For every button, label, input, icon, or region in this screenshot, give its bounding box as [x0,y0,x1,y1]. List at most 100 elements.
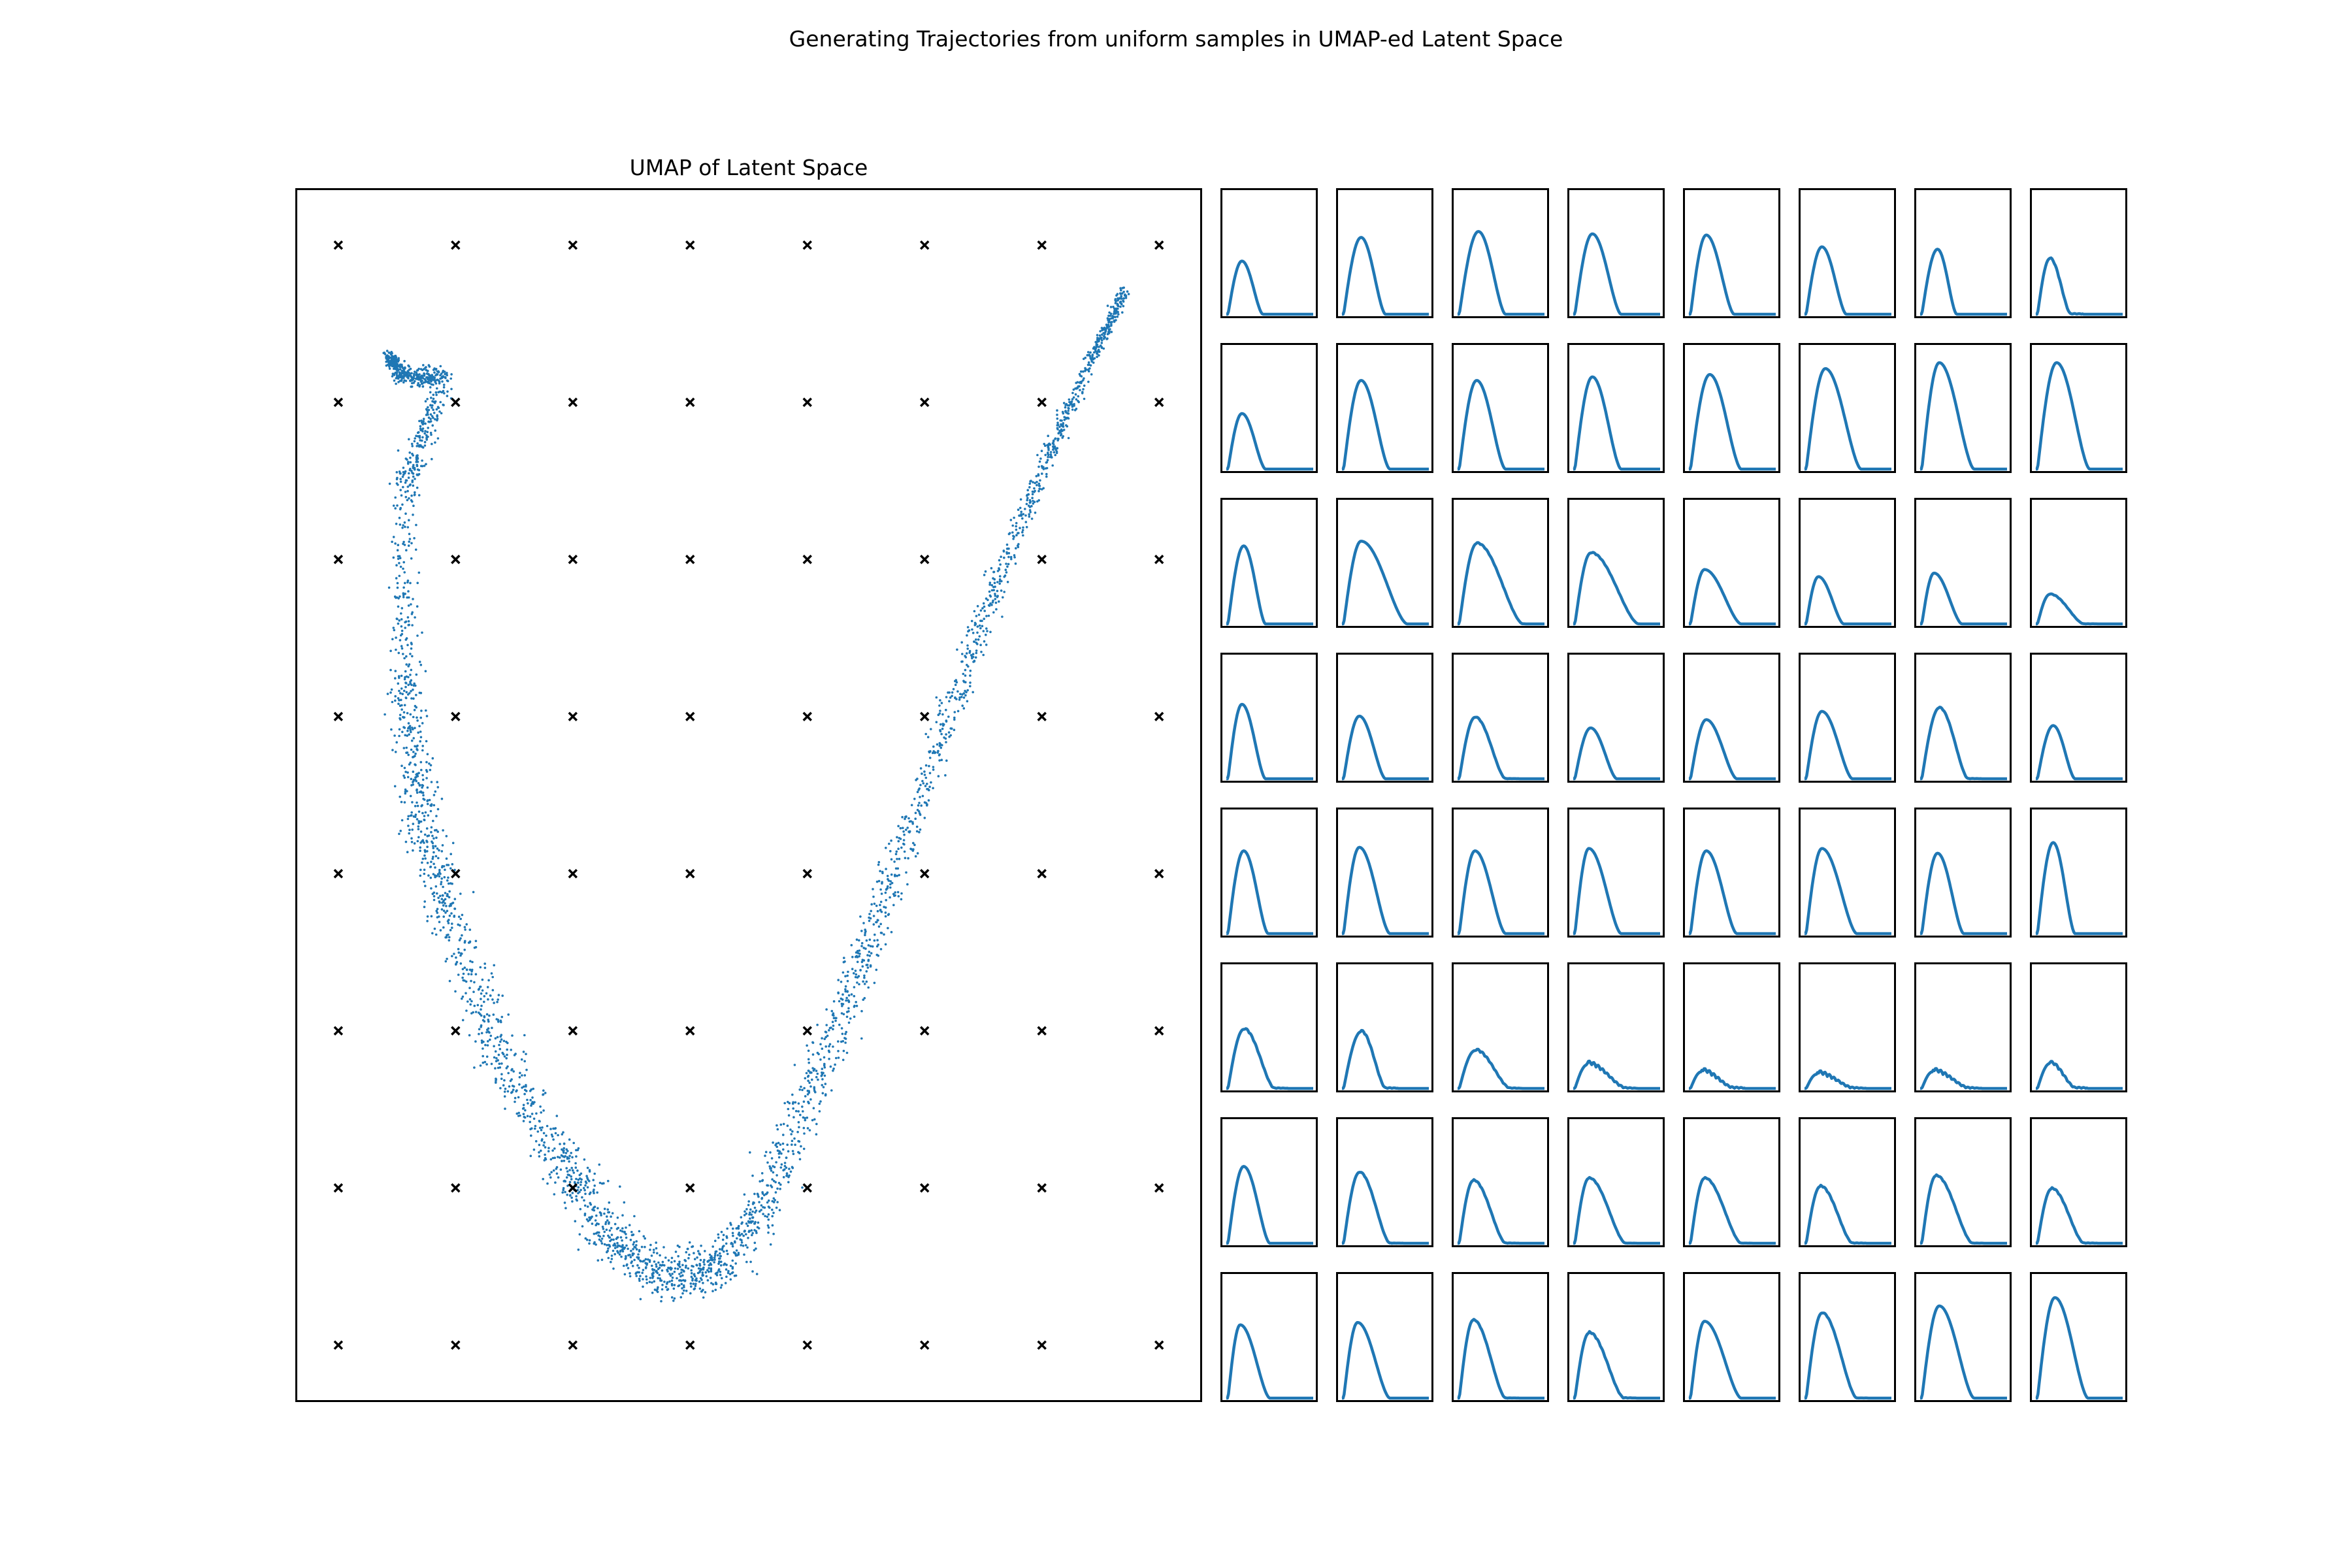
scatter-point [403,776,406,779]
scatter-point [902,830,905,833]
scatter-point [431,404,434,407]
scatter-point [387,359,390,362]
scatter-point [449,904,452,907]
scatter-point [956,690,959,693]
scatter-point [1102,328,1105,331]
scatter-point [847,994,851,997]
scatter-point [825,1024,828,1026]
scatter-point [737,1227,740,1230]
scatter-point [438,868,441,872]
trajectory-line [1457,1318,1545,1400]
scatter-point [461,1019,465,1022]
scatter-point [603,1207,606,1211]
scatter-point [427,874,430,877]
scatter-point [598,1238,601,1241]
scatter-point [915,830,919,833]
scatter-point [432,397,435,400]
scatter-point [436,378,439,382]
scatter-point [437,406,440,410]
scatter-point [1090,360,1093,363]
scatter-point [1017,543,1020,546]
scatter-point [430,379,433,382]
scatter-point [945,741,947,743]
scatter-point [930,781,932,784]
scatter-point [766,1161,769,1164]
scatter-point [938,704,941,707]
scatter-point [623,1231,626,1234]
scatter-point [402,594,405,596]
scatter-point [435,875,438,877]
scatter-point [1109,312,1113,316]
scatter-point [1062,412,1065,415]
scatter-point [428,382,431,385]
scatter-point [1007,563,1010,566]
scatter-point [890,881,894,885]
scatter-point [683,1259,686,1262]
scatter-point [409,380,412,382]
scatter-point [470,968,474,972]
scatter-point [985,615,988,617]
scatter-point [424,851,427,853]
scatter-point [500,1038,503,1041]
scatter-point [449,853,452,855]
scatter-point [568,1138,571,1141]
scatter-point [837,979,840,981]
scatter-point [604,1222,607,1226]
scatter-point [409,794,412,798]
scatter-point [825,1036,827,1039]
scatter-point [915,779,917,781]
scatter-point [801,1105,804,1108]
scatter-point [932,787,934,790]
scatter-point [1084,370,1086,372]
scatter-point [947,691,949,694]
scatter-point [973,660,976,663]
scatter-point [990,589,994,592]
scatter-point [480,1032,483,1035]
scatter-point [808,1090,810,1092]
scatter-point [529,1099,532,1102]
scatter-point [555,1172,559,1175]
scatter-point [408,725,412,728]
scatter-point [407,676,410,679]
scatter-point [607,1247,610,1250]
scatter-point [485,1013,489,1016]
scatter-point [440,372,443,375]
scatter-point [409,653,412,655]
scatter-point [424,811,427,814]
scatter-point [584,1237,587,1240]
scatter-point [608,1222,610,1225]
scatter-point [634,1272,637,1275]
scatter-point [394,371,397,374]
scatter-point [479,1064,482,1067]
scatter-point [399,795,401,798]
scatter-point [392,504,395,507]
scatter-point [779,1123,783,1126]
scatter-point [889,850,892,853]
scatter-point [491,998,494,1001]
scatter-point [1127,293,1130,295]
scatter-point [740,1233,743,1235]
scatter-point [394,367,397,370]
scatter-point [672,1287,676,1290]
scatter-point [987,598,989,602]
scatter-point [523,1060,526,1063]
grid-sample-marker [802,1026,812,1036]
scatter-point [1083,397,1086,400]
scatter-point [538,1151,540,1154]
scatter-point [670,1261,673,1264]
scatter-point [1117,307,1119,310]
scatter-point [402,586,405,589]
scatter-point [515,1112,519,1115]
scatter-point [422,422,425,425]
scatter-point [911,823,914,825]
scatter-point [1094,348,1097,351]
scatter-point [399,506,402,510]
scatter-point [1047,448,1050,451]
scatter-point [853,986,856,988]
grid-sample-marker [919,240,930,250]
scatter-point [434,790,437,793]
scatter-point [829,1065,832,1068]
scatter-point [956,710,960,713]
scatter-point [779,1166,783,1169]
scatter-point [1057,438,1060,440]
